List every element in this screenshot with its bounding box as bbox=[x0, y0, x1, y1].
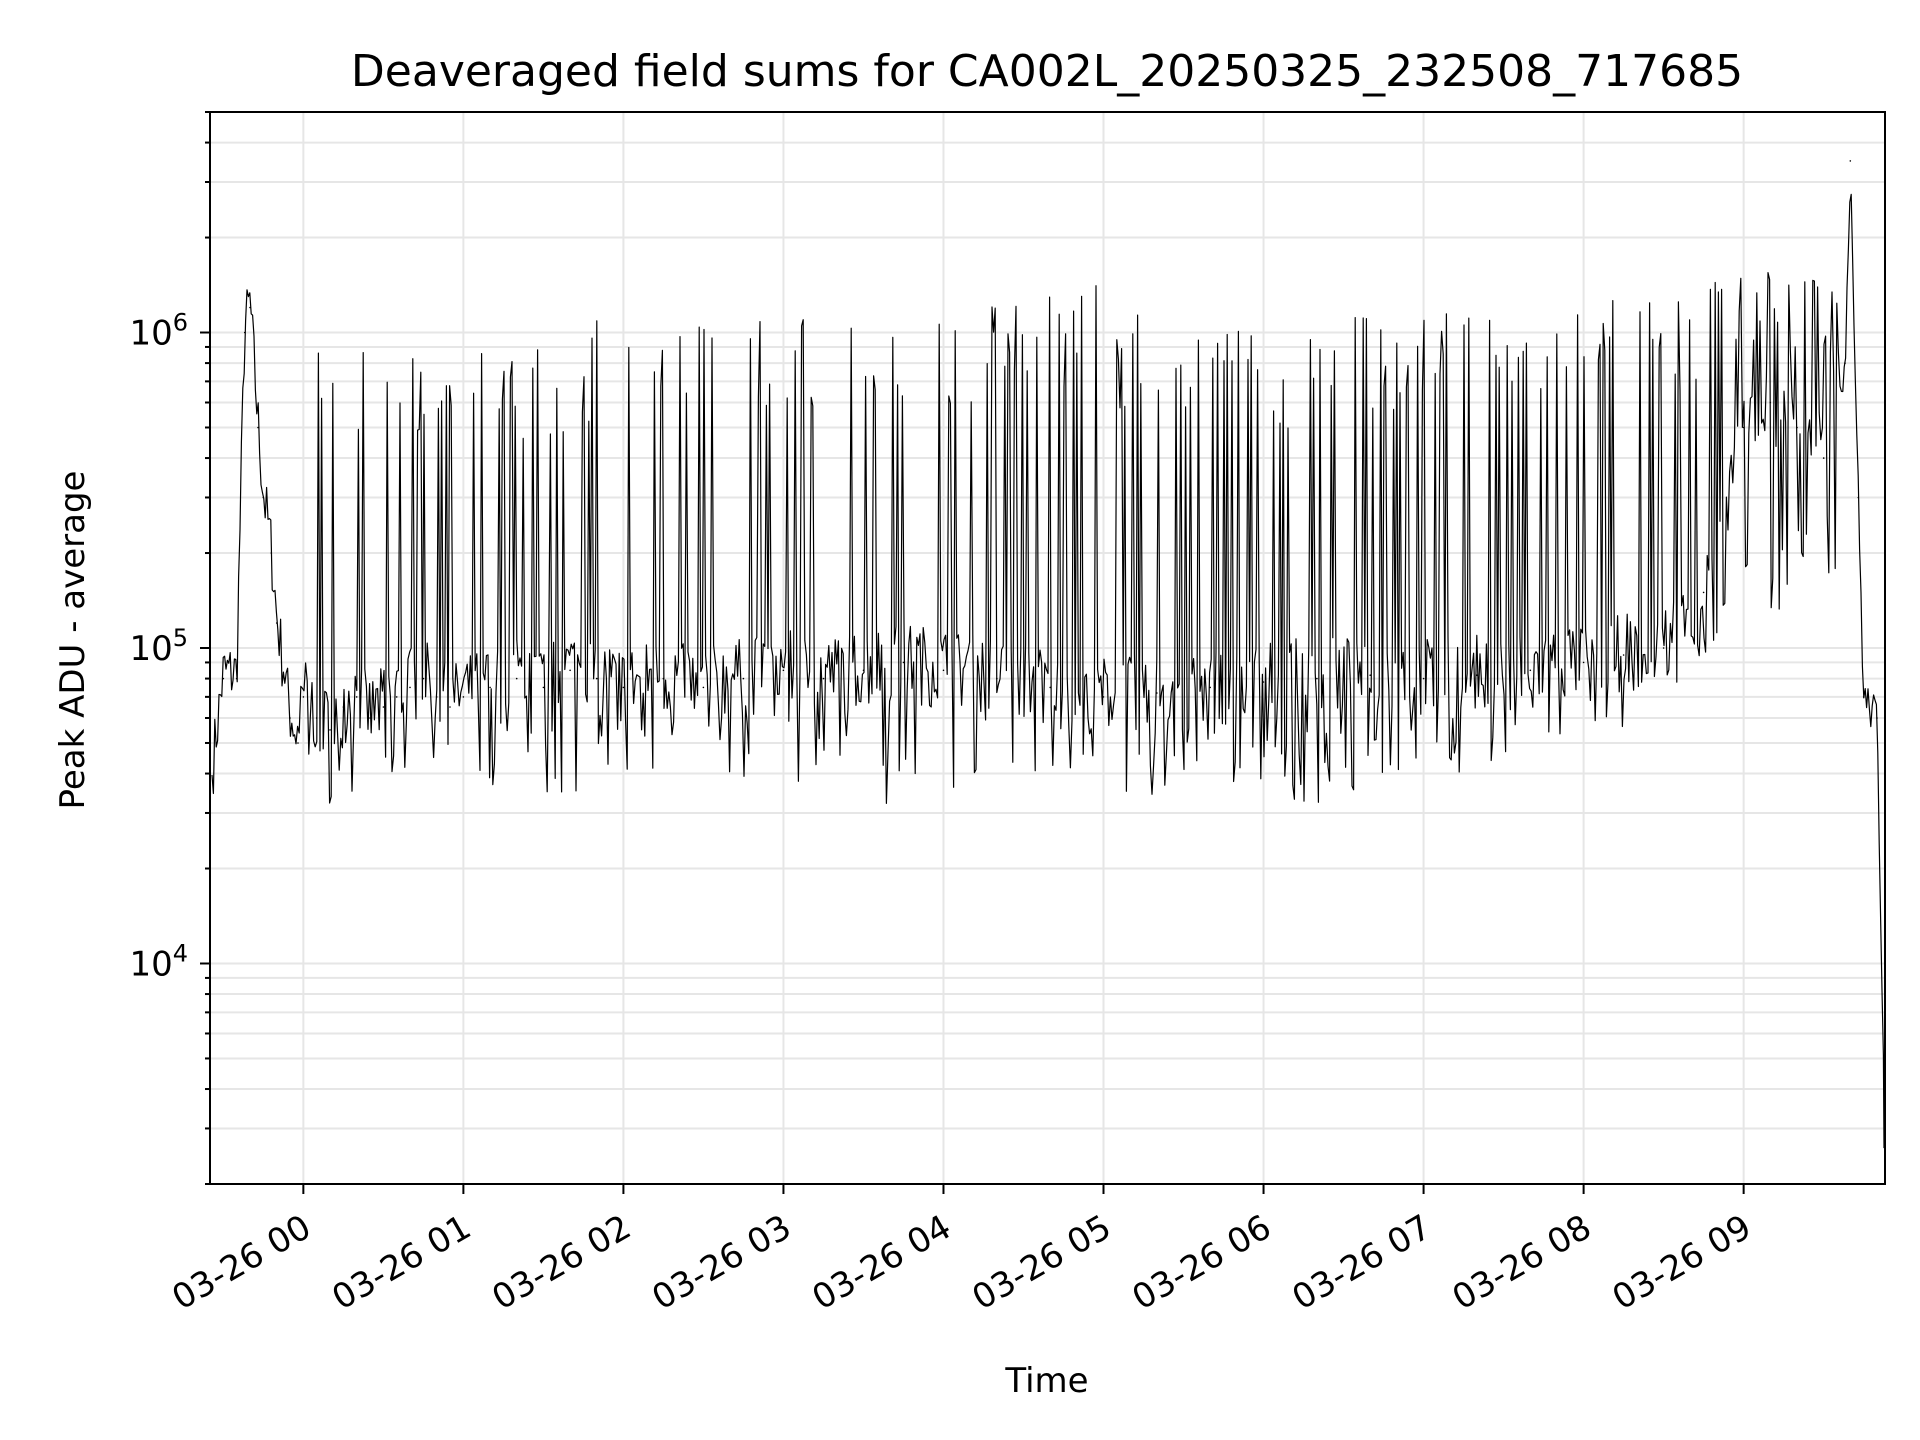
data-point bbox=[1862, 696, 1865, 698]
data-point bbox=[782, 669, 785, 672]
data-point bbox=[275, 622, 278, 624]
data-point bbox=[1822, 457, 1825, 459]
data-point bbox=[355, 696, 358, 698]
data-point bbox=[1209, 686, 1211, 689]
data-point bbox=[1844, 362, 1846, 364]
data-point bbox=[622, 686, 625, 689]
chart-title: Deaveraged field sums for CA002L_2025032… bbox=[351, 46, 1743, 97]
data-point bbox=[569, 669, 571, 672]
data-point bbox=[902, 661, 905, 664]
data-point bbox=[1742, 426, 1745, 429]
y-tick-label: 104 bbox=[129, 939, 188, 984]
data-point bbox=[1849, 160, 1852, 162]
data-point bbox=[1769, 401, 1772, 404]
data-point bbox=[289, 717, 291, 719]
data-point bbox=[996, 677, 998, 680]
data-point bbox=[315, 717, 318, 719]
data-point bbox=[742, 677, 745, 680]
data-point bbox=[1102, 696, 1105, 698]
data-point bbox=[382, 706, 385, 708]
data-point bbox=[270, 552, 273, 554]
data-point bbox=[1049, 686, 1051, 689]
data-point bbox=[942, 669, 945, 672]
data-point bbox=[1857, 496, 1860, 499]
series-layer bbox=[209, 160, 1886, 1149]
y-axis: 104 105 106 bbox=[129, 111, 210, 1185]
data-point bbox=[662, 677, 665, 680]
data-point bbox=[395, 696, 398, 698]
data-point bbox=[1369, 674, 1371, 676]
data-point bbox=[595, 677, 598, 680]
data-point bbox=[249, 306, 251, 309]
data-point bbox=[422, 677, 425, 680]
data-point bbox=[342, 706, 345, 708]
data-point bbox=[1156, 692, 1158, 694]
data-point bbox=[1422, 677, 1425, 680]
data-point bbox=[462, 696, 465, 698]
data-point bbox=[1796, 426, 1798, 429]
data-point bbox=[283, 677, 286, 680]
data-point bbox=[435, 696, 438, 698]
data-point bbox=[262, 496, 265, 499]
data-point bbox=[1876, 717, 1878, 719]
y-tick-label: 105 bbox=[129, 624, 188, 669]
data-point bbox=[297, 742, 299, 744]
data-point bbox=[1316, 677, 1318, 680]
data-point bbox=[822, 677, 825, 680]
data-point bbox=[257, 426, 259, 429]
data-point bbox=[702, 686, 705, 689]
data-point bbox=[302, 696, 305, 698]
data-point bbox=[1662, 647, 1665, 649]
data-point bbox=[1622, 654, 1625, 656]
data-point bbox=[369, 717, 371, 719]
data-point bbox=[542, 686, 545, 689]
data-point bbox=[449, 706, 451, 708]
x-axis-title: Time bbox=[1004, 1361, 1088, 1401]
data-point bbox=[235, 677, 238, 680]
data-point bbox=[329, 729, 331, 731]
data-point bbox=[1582, 661, 1585, 664]
data-point bbox=[1529, 669, 1532, 672]
data-point bbox=[1262, 681, 1265, 683]
data-point bbox=[222, 677, 225, 680]
data-point bbox=[1476, 674, 1478, 676]
y-axis-title: Peak ADU - average bbox=[53, 471, 93, 810]
data-point bbox=[862, 669, 865, 672]
data-point bbox=[409, 686, 411, 689]
data-point bbox=[243, 331, 246, 334]
data-point bbox=[1702, 591, 1705, 594]
series-line bbox=[211, 193, 1885, 1149]
data-point bbox=[489, 686, 491, 689]
y-tick-label: 106 bbox=[129, 309, 188, 354]
data-point bbox=[515, 677, 518, 680]
